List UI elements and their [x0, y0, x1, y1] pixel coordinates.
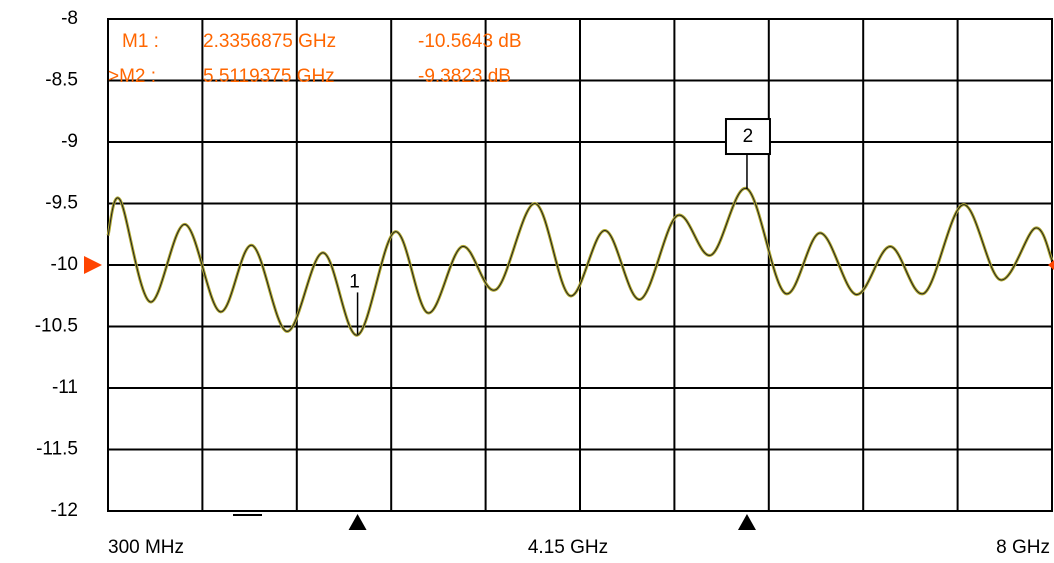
- marker-freq: 5.5119375 GHz: [203, 66, 335, 87]
- y-tick-label: -11.5: [36, 439, 78, 460]
- marker-label: >M2 :: [108, 66, 156, 87]
- y-tick-label: -9: [61, 131, 78, 152]
- x-tick-label: 4.15 GHz: [528, 537, 608, 558]
- background: [0, 0, 1054, 563]
- marker-tag: 2: [743, 126, 754, 147]
- y-tick-label: -11: [52, 377, 78, 398]
- y-tick-label: -10.5: [35, 316, 78, 337]
- chart: -8 -8.5 -9 -9.5 -10 -10.5 -11 -11.5 -12 300 MHz 4.…: [0, 0, 1054, 563]
- marker-freq: 2.3356875 GHz: [203, 31, 336, 52]
- x-tick-label: 300 MHz: [108, 537, 184, 558]
- y-tick-label: -9.5: [45, 193, 78, 214]
- x-tick-label: 8 GHz: [996, 537, 1050, 558]
- marker-value: -9.3823 dB: [418, 66, 511, 87]
- y-tick-label: -12: [51, 500, 78, 521]
- marker-label: M1 :: [122, 31, 159, 52]
- y-tick-label: -10: [51, 254, 78, 275]
- marker-tag: 1: [349, 271, 360, 292]
- marker-value: -10.5643 dB: [418, 31, 522, 52]
- y-tick-label: -8: [61, 8, 78, 29]
- y-tick-label: -8.5: [45, 70, 78, 91]
